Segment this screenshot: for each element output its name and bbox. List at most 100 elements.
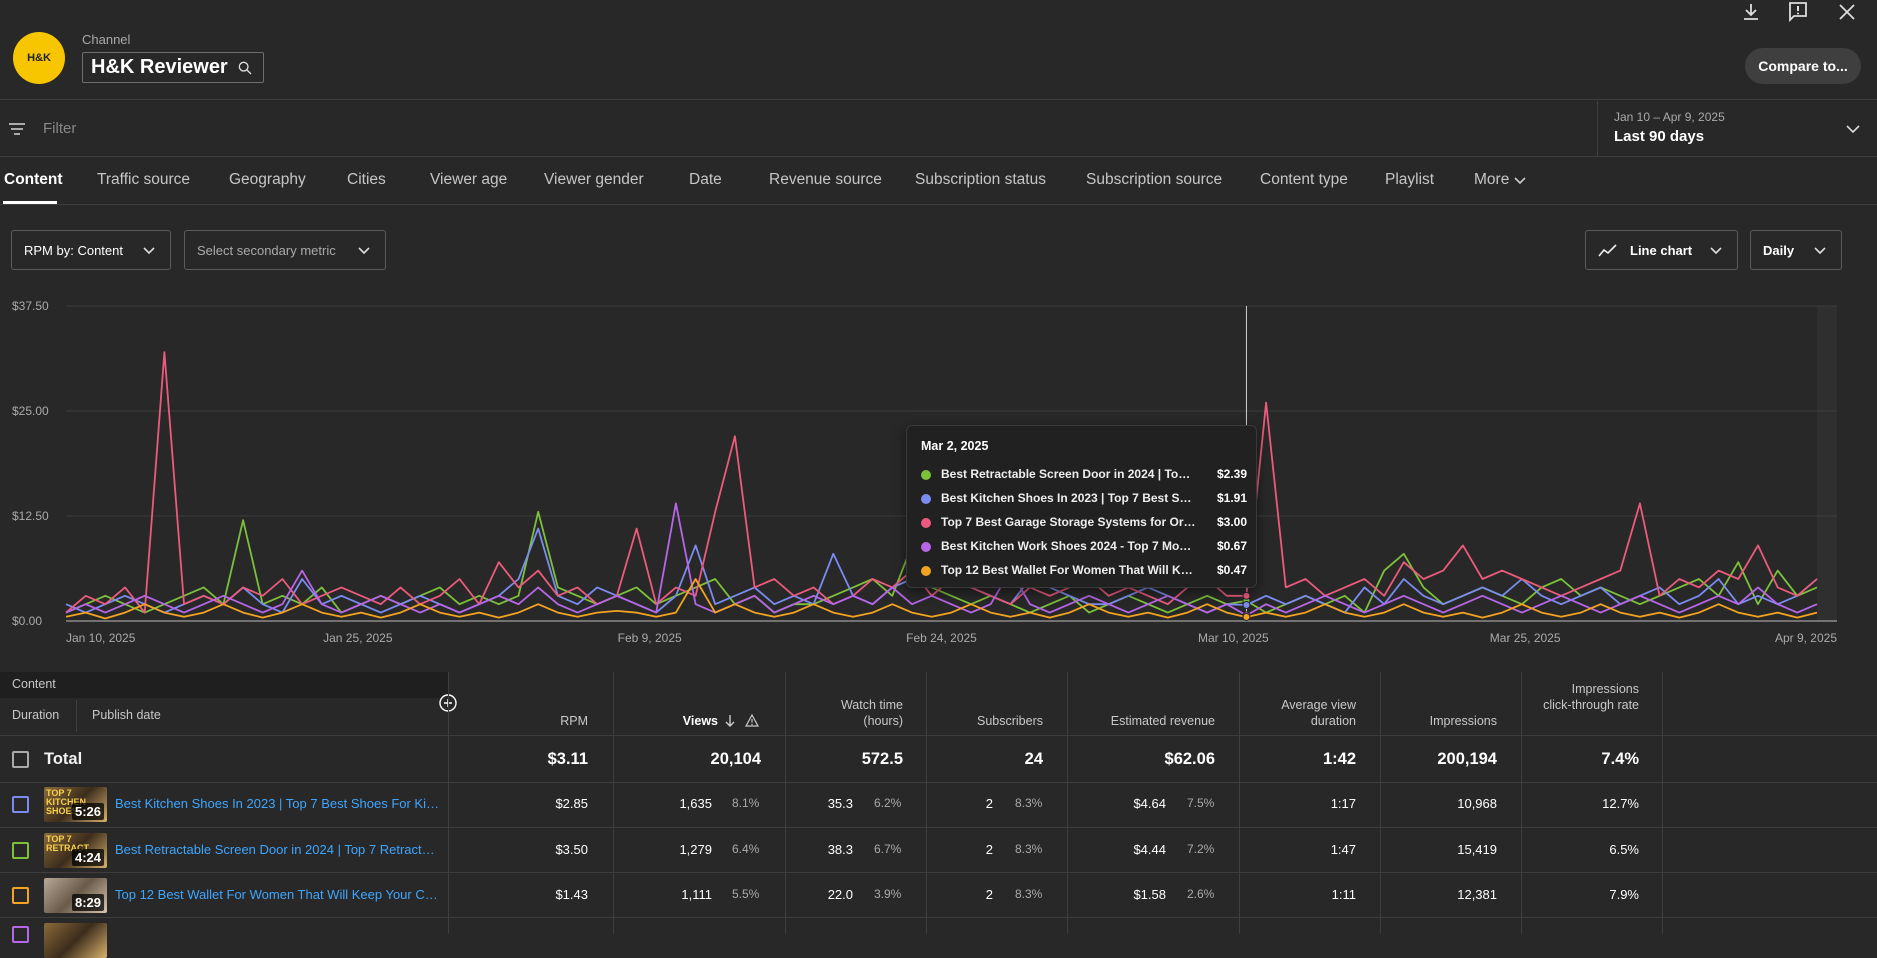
close-icon[interactable]	[1835, 0, 1859, 24]
row-views: 1,111	[681, 887, 712, 902]
column-header-views[interactable]: Views	[682, 714, 718, 728]
total-checkbox[interactable]	[12, 751, 29, 768]
row-checkbox[interactable]	[12, 842, 29, 859]
x-tick-label: Mar 25, 2025	[1490, 631, 1561, 645]
x-tick-label: Jan 25, 2025	[323, 631, 393, 645]
row-ctr: 12.7%	[1602, 796, 1639, 811]
tab-subscription-status[interactable]: Subscription status	[915, 171, 1046, 188]
date-range-selector[interactable]: Jan 10 – Apr 9, 2025 Last 90 days	[1597, 101, 1877, 157]
column-divider	[76, 700, 77, 732]
thumbnail-text: TOP 7 RETRACT	[46, 834, 89, 853]
row-divider	[0, 735, 1877, 736]
column-header-impressions-ctr[interactable]: Impressions click-through rate	[1543, 682, 1639, 712]
chart-tooltip: Mar 2, 2025 Best Retractable Screen Door…	[906, 425, 1257, 588]
filter-icon[interactable]	[8, 120, 26, 138]
date-range-text: Jan 10 – Apr 9, 2025	[1614, 110, 1725, 124]
series-dot	[921, 518, 931, 528]
granularity-dropdown[interactable]: Daily	[1750, 230, 1842, 270]
dimension-tabs: Content Traffic source Geography Cities …	[0, 158, 1877, 205]
series-line[interactable]	[65, 578, 1818, 620]
publish-date-header[interactable]: Publish date	[92, 708, 161, 722]
filter-input[interactable]: Filter	[43, 120, 77, 137]
video-thumbnail[interactable]	[44, 923, 107, 958]
total-label: Total	[44, 750, 83, 768]
video-thumbnail[interactable]: TOP 7 KITCHEN SHOES 5:26	[44, 787, 107, 822]
column-header-rpm[interactable]: RPM	[560, 714, 588, 728]
hover-point	[1242, 591, 1251, 600]
row-watch: 22.0	[827, 887, 853, 902]
tab-content-type[interactable]: Content type	[1260, 171, 1348, 188]
row-subs: 2	[985, 796, 993, 811]
video-title-link[interactable]: Best Kitchen Shoes In 2023 | Top 7 Best …	[115, 796, 440, 811]
tab-more[interactable]: More	[1474, 171, 1526, 189]
row-divider	[0, 917, 1877, 918]
search-icon[interactable]	[237, 60, 253, 76]
row-rpm: $2.85	[555, 796, 588, 811]
series-dot	[921, 494, 931, 504]
row-rpm: $3.50	[555, 842, 588, 857]
tab-playlist[interactable]: Playlist	[1385, 171, 1435, 188]
video-thumbnail[interactable]: 8:29	[44, 878, 107, 913]
row-checkbox[interactable]	[12, 926, 29, 943]
column-header-average-view-duration[interactable]: Average view duration	[1281, 698, 1356, 728]
tab-geography[interactable]: Geography	[229, 171, 306, 188]
compare-button[interactable]: Compare to...	[1745, 48, 1861, 84]
date-range-label: Last 90 days	[1614, 128, 1705, 145]
rpm-line-chart[interactable]: $37.50 $25.00 $12.50 $0.00 Jan 10, 2025 Jan 2…	[0, 290, 1877, 650]
column-header-subscribers[interactable]: Subscribers	[977, 714, 1043, 728]
tab-traffic-source[interactable]: Traffic source	[97, 171, 191, 188]
tab-viewer-age[interactable]: Viewer age	[430, 171, 508, 188]
sort-descending-icon[interactable]	[724, 714, 736, 728]
tab-subscription-source[interactable]: Subscription source	[1086, 171, 1223, 188]
secondary-metric-dropdown[interactable]: Select secondary metric	[184, 230, 386, 270]
total-ctr: 7.4%	[1601, 750, 1639, 768]
x-tick-label: Jan 10, 2025	[66, 631, 136, 645]
row-avd: 1:11	[1331, 887, 1356, 902]
total-revenue: $62.06	[1164, 750, 1215, 768]
column-divider	[1380, 672, 1381, 934]
row-impressions: 12,381	[1457, 887, 1497, 902]
tab-viewer-gender[interactable]: Viewer gender	[544, 171, 644, 188]
row-subs-pct: 8.3%	[1015, 842, 1043, 856]
tab-more-label: More	[1474, 171, 1510, 188]
duration-header[interactable]: Duration	[12, 708, 60, 722]
row-checkbox[interactable]	[12, 887, 29, 904]
row-checkbox[interactable]	[12, 796, 29, 813]
column-header-estimated-revenue[interactable]: Estimated revenue	[1110, 714, 1215, 728]
video-title-link[interactable]: Best Retractable Screen Door in 2024 | T…	[115, 842, 440, 857]
channel-selector[interactable]: H&K Reviewer	[82, 52, 264, 83]
chart-type-dropdown[interactable]: Line chart	[1585, 230, 1738, 270]
row-revenue-pct: 2.6%	[1187, 887, 1215, 901]
row-avd: 1:17	[1330, 796, 1356, 811]
video-duration: 8:29	[71, 894, 104, 911]
row-revenue: $4.44	[1133, 842, 1166, 857]
column-header-impressions[interactable]: Impressions	[1429, 714, 1497, 728]
metric-dropdown[interactable]: RPM by: Content	[11, 230, 171, 270]
video-thumbnail[interactable]: TOP 7 RETRACT 4:24	[44, 833, 107, 868]
tooltip-series-name: Top 7 Best Garage Storage Systems for Or…	[941, 515, 1196, 529]
secondary-metric-label: Select secondary metric	[197, 242, 336, 258]
tab-revenue-source[interactable]: Revenue source	[769, 171, 882, 188]
tooltip-series-value: $0.47	[1216, 563, 1247, 577]
tab-content[interactable]: Content	[4, 171, 63, 188]
column-header-watch-time[interactable]: Watch time (hours)	[840, 698, 903, 728]
chart-type-label: Line chart	[1630, 242, 1693, 258]
column-divider	[785, 672, 786, 934]
chevron-down-icon	[358, 247, 370, 255]
row-ctr: 7.9%	[1609, 887, 1639, 902]
row-watch: 38.3	[827, 842, 853, 857]
download-icon[interactable]	[1739, 0, 1763, 24]
row-views: 1,279	[679, 842, 712, 857]
series-line[interactable]	[65, 502, 1818, 617]
filter-bar[interactable]: Filter	[0, 101, 1877, 157]
y-tick-label: $12.50	[12, 509, 49, 523]
metric-dropdown-label: RPM by: Content	[24, 242, 123, 258]
feedback-icon[interactable]	[1786, 0, 1810, 24]
warning-icon[interactable]	[745, 714, 759, 727]
channel-label: Channel	[82, 32, 131, 47]
tab-cities[interactable]: Cities	[347, 171, 386, 188]
tooltip-series-name: Top 12 Best Wallet For Women That Will K…	[941, 563, 1196, 577]
video-title-link[interactable]: Top 12 Best Wallet For Women That Will K…	[115, 887, 440, 902]
tab-date[interactable]: Date	[689, 171, 722, 188]
hover-point	[1242, 601, 1251, 610]
